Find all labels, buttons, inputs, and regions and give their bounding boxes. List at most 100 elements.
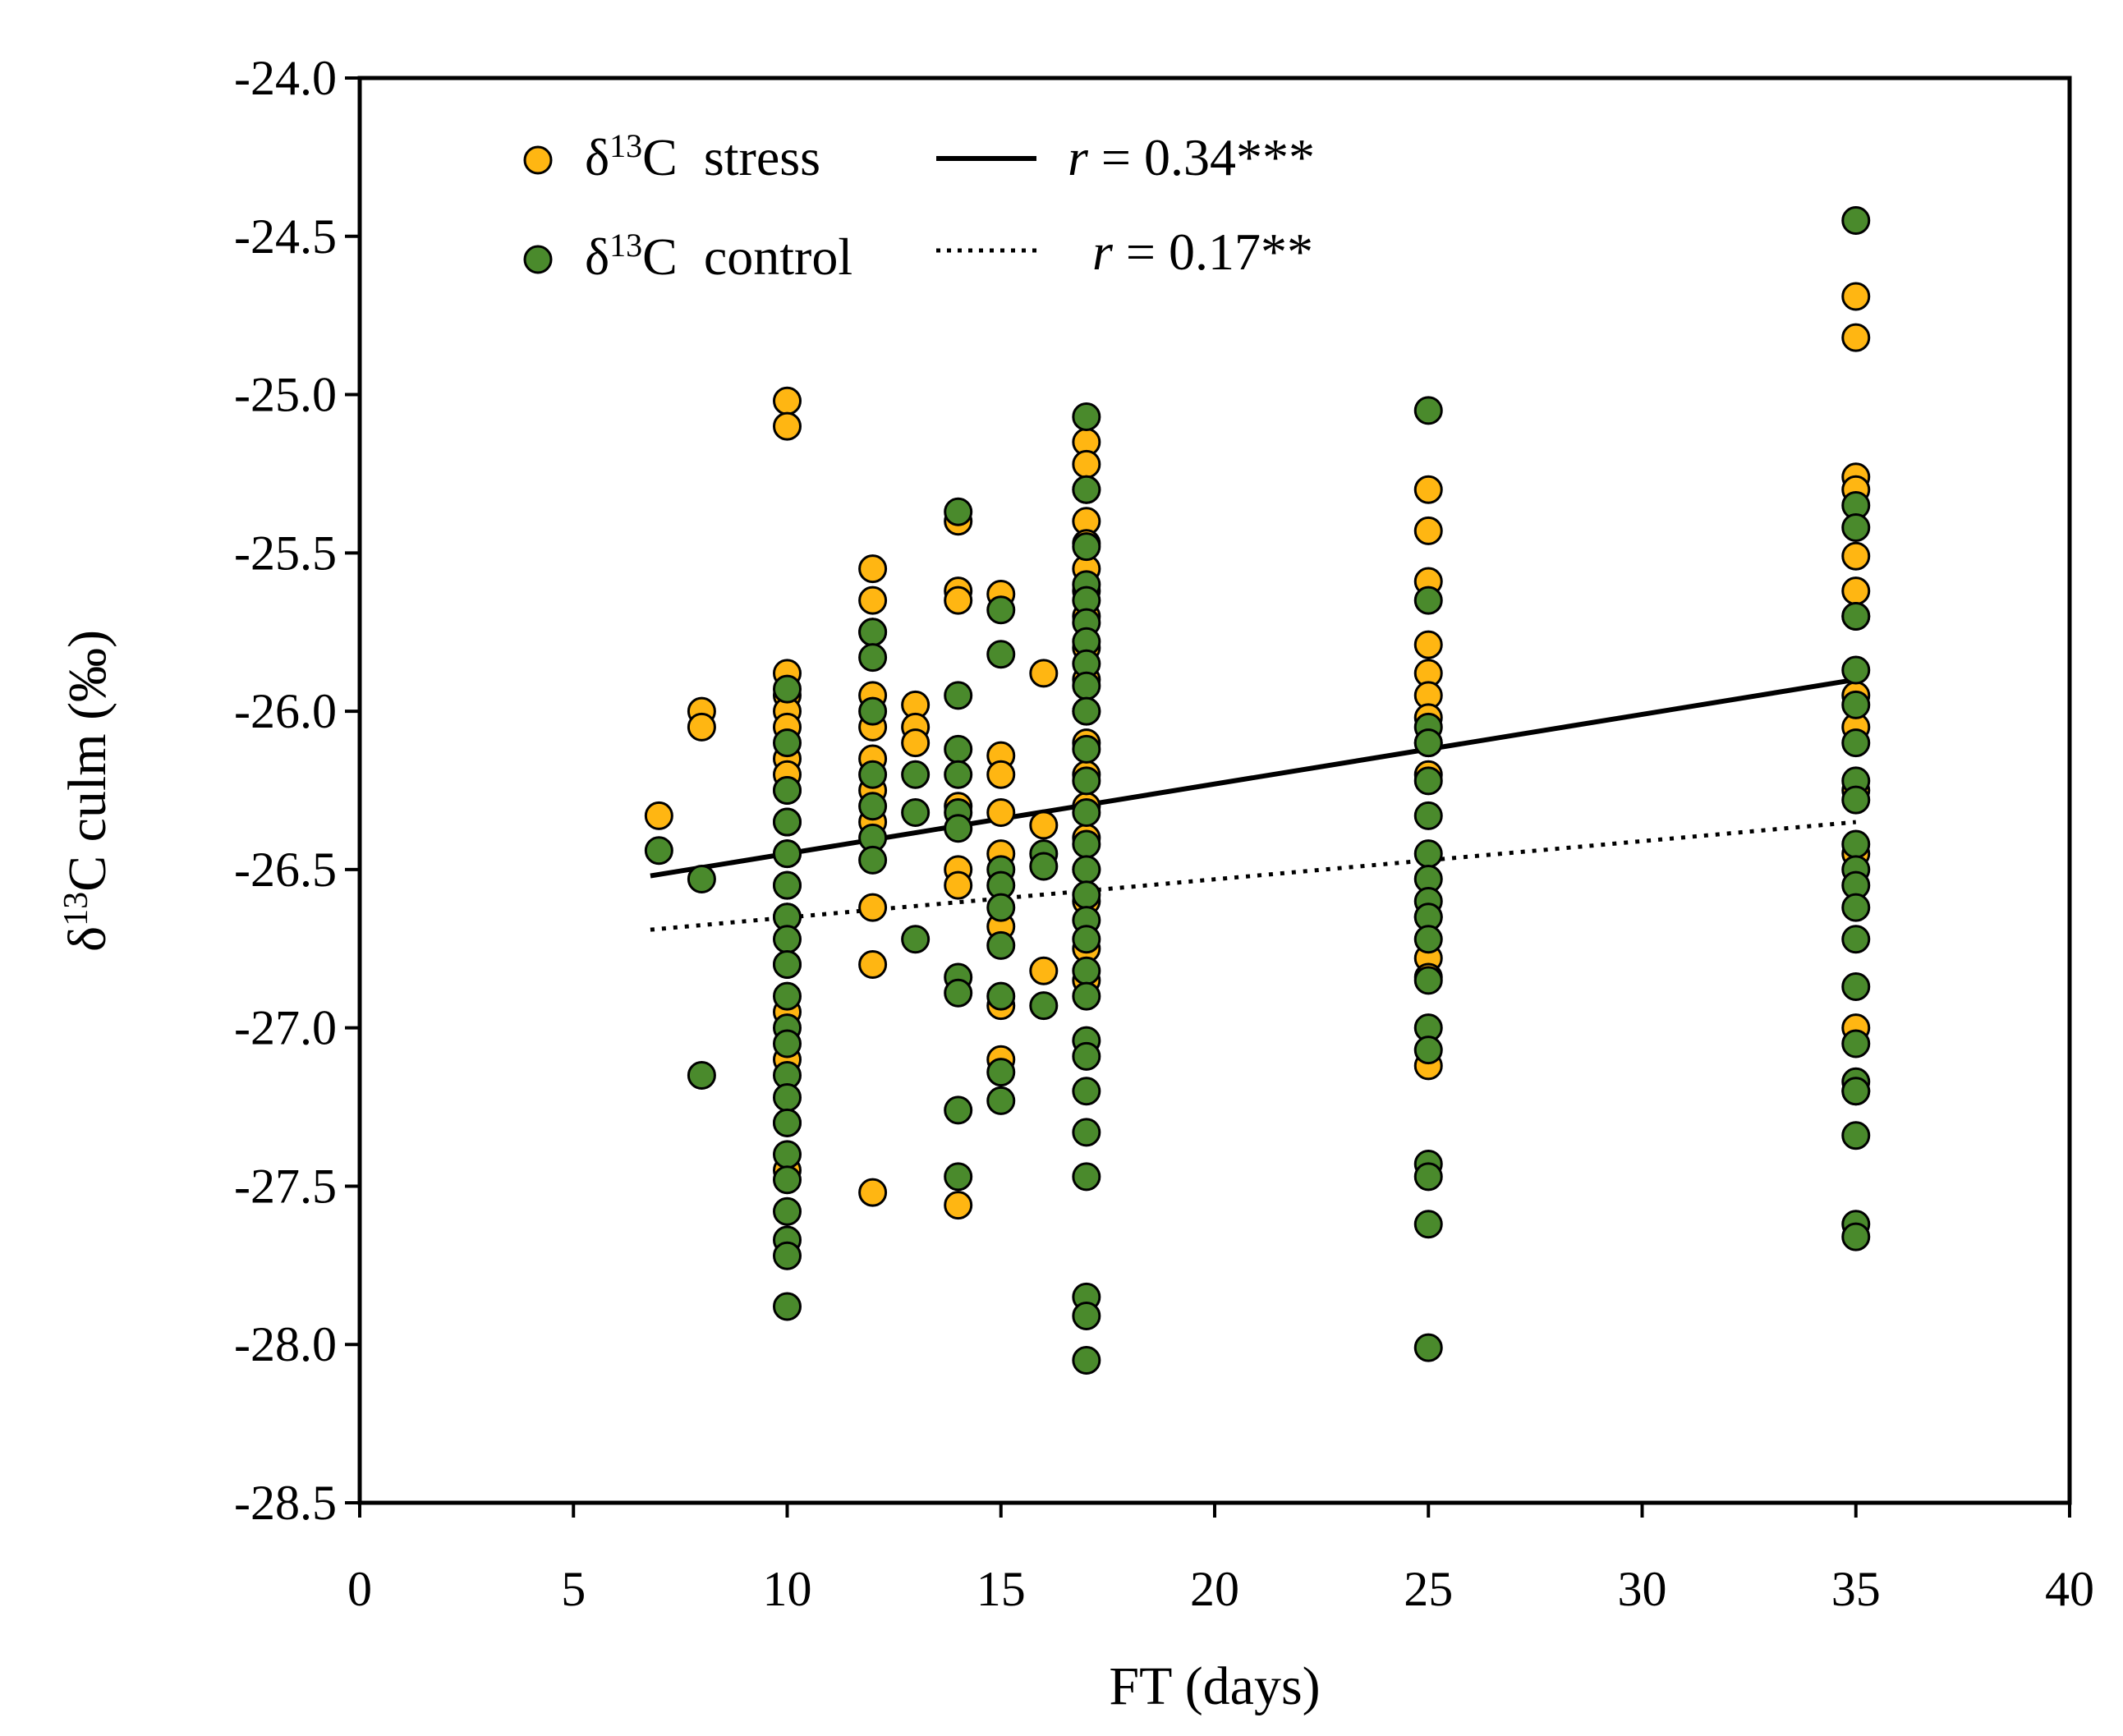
point-control	[773, 1165, 802, 1195]
legend-control-suffix: C control	[642, 227, 852, 286]
point-stress	[858, 893, 888, 922]
point-control	[1072, 797, 1101, 827]
y-axis-label-prefix: δ	[57, 926, 117, 952]
points-layer	[644, 206, 1871, 1375]
y-tick-label: -25.0	[234, 368, 337, 422]
y-tick-label: -27.5	[234, 1159, 337, 1213]
point-control	[1413, 1210, 1443, 1239]
point-stress	[687, 712, 716, 742]
point-control	[773, 1108, 802, 1137]
point-control	[1072, 829, 1101, 859]
point-stress	[1072, 449, 1101, 479]
point-stress	[858, 1178, 888, 1207]
legend-r-stress: r = 0.34***	[1068, 128, 1315, 186]
point-stress	[1841, 576, 1871, 606]
point-control	[1413, 1036, 1443, 1065]
point-stress	[858, 554, 888, 584]
y-tick-label: -24.5	[234, 209, 337, 264]
point-stress	[1413, 475, 1443, 504]
point-stress	[1413, 630, 1443, 659]
point-control	[1841, 972, 1871, 1002]
point-stress	[986, 760, 1016, 789]
point-control	[986, 981, 1016, 1011]
point-stress	[1029, 956, 1059, 985]
point-control	[1072, 402, 1101, 432]
legend-r-control-symbol: r	[1092, 223, 1114, 281]
y-axis-label: δ13C culm (‰)	[57, 630, 117, 952]
point-control	[944, 681, 973, 710]
point-control	[858, 845, 888, 875]
y-tick-label: -24.0	[234, 51, 337, 105]
point-stress	[944, 870, 973, 900]
point-stress	[1029, 811, 1059, 840]
point-control	[773, 1029, 802, 1059]
point-control	[1072, 475, 1101, 504]
point-control	[1841, 728, 1871, 758]
point-control	[858, 618, 888, 647]
legend-label-stress: δ13C stress	[585, 127, 820, 186]
point-stress	[986, 797, 1016, 827]
point-control	[687, 864, 716, 893]
point-control	[858, 792, 888, 821]
point-control	[773, 839, 802, 869]
point-control	[773, 807, 802, 837]
point-control	[1413, 1162, 1443, 1192]
point-stress	[773, 411, 802, 441]
point-control	[644, 836, 673, 866]
fit-lines	[650, 677, 1857, 932]
legend-marker-control	[523, 245, 553, 274]
point-control	[858, 643, 888, 673]
legend-r-stress-value: = 0.34***	[1088, 128, 1315, 186]
point-stress	[644, 801, 673, 830]
point-stress	[1841, 282, 1871, 311]
point-control	[1072, 1346, 1101, 1375]
point-stress	[1029, 659, 1059, 688]
point-control	[773, 870, 802, 900]
point-control	[773, 950, 802, 980]
fit-line-stress	[650, 677, 1857, 879]
x-tick-label: 25	[1404, 1562, 1453, 1616]
point-control	[1413, 586, 1443, 615]
point-control	[1841, 601, 1871, 631]
y-tick-label: -28.0	[234, 1317, 337, 1371]
point-stress	[944, 1191, 973, 1220]
point-control	[1072, 671, 1101, 700]
point-control	[986, 595, 1016, 625]
point-control	[1841, 512, 1871, 542]
legend-r-stress-symbol: r	[1068, 128, 1089, 186]
y-tick-label: -25.5	[234, 526, 337, 580]
x-tick-label: 30	[1618, 1562, 1667, 1616]
legend-stress-prefix: δ	[585, 128, 609, 186]
point-control	[944, 814, 973, 843]
legend-r-control: r = 0.17**	[1092, 223, 1313, 281]
y-tick-label: -27.0	[234, 1001, 337, 1055]
point-stress	[1841, 323, 1871, 352]
point-control	[1072, 1118, 1101, 1147]
point-control	[773, 728, 802, 758]
x-tick-label: 20	[1190, 1562, 1239, 1616]
point-control	[944, 734, 973, 764]
point-control	[986, 930, 1016, 960]
point-control	[1072, 766, 1101, 796]
point-control	[986, 1086, 1016, 1115]
point-control	[1841, 829, 1871, 859]
point-control	[773, 925, 802, 954]
y-axis-label-sup: 13	[57, 892, 95, 926]
point-control	[944, 497, 973, 526]
x-tick-label: 0	[347, 1562, 372, 1616]
point-control	[773, 1241, 802, 1270]
point-control	[1413, 766, 1443, 796]
point-control	[986, 893, 1016, 922]
point-control	[858, 760, 888, 789]
point-control	[1072, 696, 1101, 726]
point-control	[773, 981, 802, 1011]
point-stress	[858, 950, 888, 980]
point-control	[1072, 1302, 1101, 1331]
x-axis: 0 5 10 15 20 25 30 35 40	[347, 1503, 2094, 1616]
point-control	[1072, 1162, 1101, 1192]
point-control	[1841, 655, 1871, 685]
y-axis-label-suffix: C culm (‰)	[57, 630, 117, 892]
point-control	[1413, 839, 1443, 869]
y-tick-label: -26.0	[234, 684, 337, 738]
